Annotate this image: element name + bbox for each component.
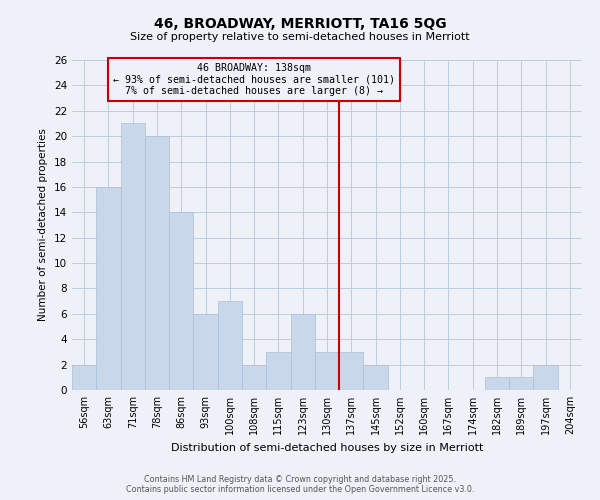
Bar	[339, 352, 364, 390]
Text: 46 BROADWAY: 138sqm
← 93% of semi-detached houses are smaller (101)
7% of semi-d: 46 BROADWAY: 138sqm ← 93% of semi-detach…	[113, 62, 395, 96]
Text: Size of property relative to semi-detached houses in Merriott: Size of property relative to semi-detach…	[130, 32, 470, 42]
Bar	[266, 352, 290, 390]
Bar	[364, 364, 388, 390]
Bar	[218, 301, 242, 390]
Bar	[72, 364, 96, 390]
Bar	[145, 136, 169, 390]
Text: 46, BROADWAY, MERRIOTT, TA16 5QG: 46, BROADWAY, MERRIOTT, TA16 5QG	[154, 18, 446, 32]
Bar	[242, 364, 266, 390]
Bar	[193, 314, 218, 390]
X-axis label: Distribution of semi-detached houses by size in Merriott: Distribution of semi-detached houses by …	[171, 442, 483, 452]
Bar	[96, 187, 121, 390]
Bar	[485, 378, 509, 390]
Bar	[315, 352, 339, 390]
Bar	[121, 124, 145, 390]
Y-axis label: Number of semi-detached properties: Number of semi-detached properties	[38, 128, 49, 322]
Text: Contains HM Land Registry data © Crown copyright and database right 2025.
Contai: Contains HM Land Registry data © Crown c…	[126, 474, 474, 494]
Bar	[169, 212, 193, 390]
Bar	[509, 378, 533, 390]
Bar	[290, 314, 315, 390]
Bar	[533, 364, 558, 390]
